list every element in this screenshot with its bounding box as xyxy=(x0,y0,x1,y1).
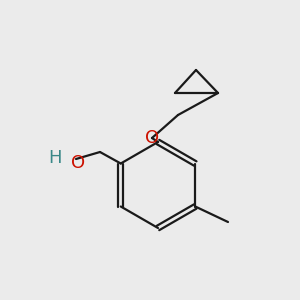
Text: H: H xyxy=(48,149,62,167)
Text: O: O xyxy=(71,154,85,172)
Text: O: O xyxy=(145,129,159,147)
